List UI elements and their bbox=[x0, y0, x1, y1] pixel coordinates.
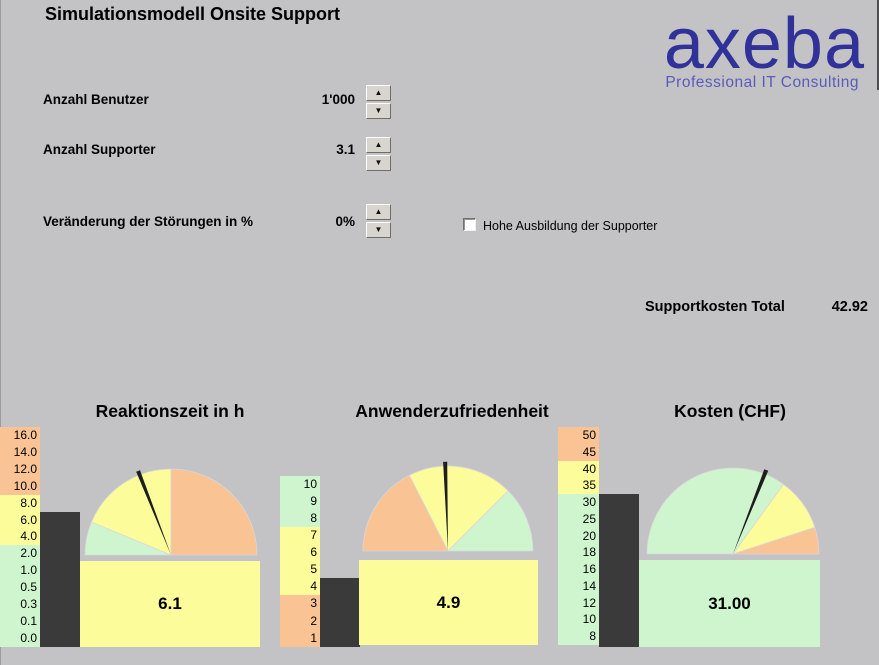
gauge-scale-label: 6 bbox=[280, 544, 320, 562]
checkbox-hohe-ausbildung[interactable] bbox=[463, 218, 476, 231]
arrow-down-icon: ▼ bbox=[374, 158, 383, 167]
gauge-scale-label: 0.5 bbox=[0, 579, 40, 597]
gauge-scale-label: 10.0 bbox=[0, 477, 40, 495]
gauge-scale-label: 16.0 bbox=[0, 427, 40, 444]
gauge-zone-slice bbox=[447, 490, 534, 552]
gauge-scale-label: 40 bbox=[558, 460, 599, 478]
gauge-zone-slice bbox=[170, 468, 258, 556]
gauge-scale-label: 1.0 bbox=[0, 562, 40, 580]
gauge-scale-label: 12 bbox=[558, 594, 599, 612]
gauge-value-box: 6.1 bbox=[80, 561, 260, 647]
label-veraenderung-stoerungen: Veränderung der Störungen in % bbox=[43, 214, 254, 229]
gauge-scale-label: 10 bbox=[558, 611, 599, 629]
gauge-title-reaktionszeit: Reaktionszeit in h bbox=[95, 401, 245, 421]
checkbox-label: Hohe Ausbildung der Supporter bbox=[483, 219, 658, 233]
gauge-scale-label: 4.0 bbox=[0, 528, 40, 546]
gauge-scale-label: 30 bbox=[558, 494, 599, 511]
supportkosten-total-value: 42.92 bbox=[831, 299, 868, 315]
gauge-value-box: 31.00 bbox=[639, 560, 820, 647]
gauge-scale-label: 7 bbox=[280, 527, 320, 545]
logo-tagline: Professional IT Consulting bbox=[665, 74, 859, 91]
spinner-down-button[interactable]: ▼ bbox=[366, 103, 391, 119]
gauge-scale-label: 5 bbox=[280, 561, 320, 579]
gauge-zone-slice bbox=[84, 521, 172, 556]
gauge-value-bar bbox=[40, 511, 80, 647]
spinner-anzahl-supporter: ▲ ▼ bbox=[366, 137, 391, 173]
gauge-scale-label: 4 bbox=[280, 578, 320, 596]
gauge-scale-label: 8 bbox=[280, 510, 320, 528]
spinner-up-button[interactable]: ▲ bbox=[366, 85, 391, 101]
arrow-down-icon: ▼ bbox=[374, 106, 383, 115]
gauge-title-kosten: Kosten (CHF) bbox=[674, 401, 786, 421]
gauge-scale-label: 16 bbox=[558, 561, 599, 578]
gauge-scale-label: 3 bbox=[280, 595, 320, 613]
spinner-up-button[interactable]: ▲ bbox=[366, 137, 391, 153]
gauge-zone-slice bbox=[408, 465, 509, 552]
spinner-up-button[interactable]: ▲ bbox=[366, 204, 391, 220]
gauge-needle bbox=[733, 469, 769, 554]
gauge-scale-label: 14 bbox=[558, 577, 599, 595]
gauge-scale-label: 14.0 bbox=[0, 443, 40, 461]
gauge-zone-slice bbox=[731, 483, 816, 555]
gauge-scale-label: 10 bbox=[280, 476, 320, 494]
gauge-scale-reaktionszeit: 16.0 14.0 12.0 10.0 8.0 6.0 4.0 2.0 1.0 0.5 0.3 0.1… bbox=[0, 427, 40, 647]
value-veraenderung-stoerungen: 0% bbox=[335, 214, 355, 229]
gauge-scale-anwenderzufriedenheit: 10 9 8 7 6 5 4 3 2 1 bbox=[280, 476, 320, 647]
gauge-zone-slice bbox=[362, 474, 449, 552]
window-right-edge bbox=[877, 0, 879, 90]
gauge-value-box: 4.9 bbox=[359, 560, 538, 645]
gauge-value-label: 6.1 bbox=[158, 594, 182, 613]
label-anzahl-benutzer: Anzahl Benutzer bbox=[43, 92, 149, 107]
gauge-scale-label: 0.0 bbox=[0, 629, 40, 647]
gauge-scale-label: 8.0 bbox=[0, 494, 40, 512]
supportkosten-total-label: Supportkosten Total bbox=[645, 299, 785, 315]
arrow-up-icon: ▲ bbox=[374, 207, 383, 216]
gauge-zone-slice bbox=[90, 468, 172, 556]
gauge-zone-slice bbox=[646, 467, 785, 555]
value-anzahl-supporter: 3.1 bbox=[336, 142, 355, 157]
arrow-up-icon: ▲ bbox=[374, 88, 383, 97]
axeba-logo: axeba bbox=[663, 4, 865, 84]
gauge-value-label: 4.9 bbox=[436, 592, 461, 612]
window-left-edge bbox=[0, 0, 1, 665]
value-anzahl-benutzer: 1'000 bbox=[321, 92, 355, 107]
page-title: Simulationsmodell Onsite Support bbox=[45, 4, 341, 24]
arrow-up-icon: ▲ bbox=[374, 140, 383, 149]
spinner-down-button[interactable]: ▼ bbox=[366, 155, 391, 171]
gauge-scale-label: 35 bbox=[558, 477, 599, 495]
gauge-value-bar bbox=[320, 578, 360, 647]
spinner-veraenderung-stoerungen: ▲ ▼ bbox=[366, 204, 391, 240]
gauge-scale-label: 0.1 bbox=[0, 612, 40, 630]
spinner-down-button[interactable]: ▼ bbox=[366, 222, 391, 238]
gauge-scale-label: 45 bbox=[558, 443, 599, 461]
gauge-needle bbox=[443, 461, 448, 551]
gauge-scale-label: 6.0 bbox=[0, 511, 40, 529]
gauge-needle bbox=[136, 470, 171, 555]
label-anzahl-supporter: Anzahl Supporter bbox=[43, 142, 156, 157]
gauge-scale-label: 0.3 bbox=[0, 596, 40, 613]
gauge-scale-label: 12.0 bbox=[0, 460, 40, 478]
gauge-scale-label: 25 bbox=[558, 510, 599, 528]
gauge-title-anwenderzufriedenheit: Anwenderzufriedenheit bbox=[355, 401, 549, 421]
gauge-scale-label: 2 bbox=[280, 612, 320, 630]
arrow-down-icon: ▼ bbox=[374, 225, 383, 234]
gauge-scale-kosten: 50 45 40 35 30 25 20 18 16 14 12 10 8 bbox=[558, 427, 599, 645]
spinner-anzahl-benutzer: ▲ ▼ bbox=[366, 85, 391, 121]
gauge-scale-label: 20 bbox=[558, 527, 599, 545]
gauge-zone-slice bbox=[732, 526, 820, 555]
gauge-scale-label: 9 bbox=[280, 493, 320, 511]
gauge-scale-label: 18 bbox=[558, 544, 599, 562]
gauge-scale-label: 50 bbox=[558, 427, 599, 444]
gauge-scale-label: 1 bbox=[280, 629, 320, 647]
gauge-value-label: 31.00 bbox=[708, 593, 751, 613]
gauge-scale-label: 2.0 bbox=[0, 545, 40, 563]
gauge-scale-label: 8 bbox=[558, 628, 599, 645]
gauge-value-bar bbox=[599, 494, 639, 647]
